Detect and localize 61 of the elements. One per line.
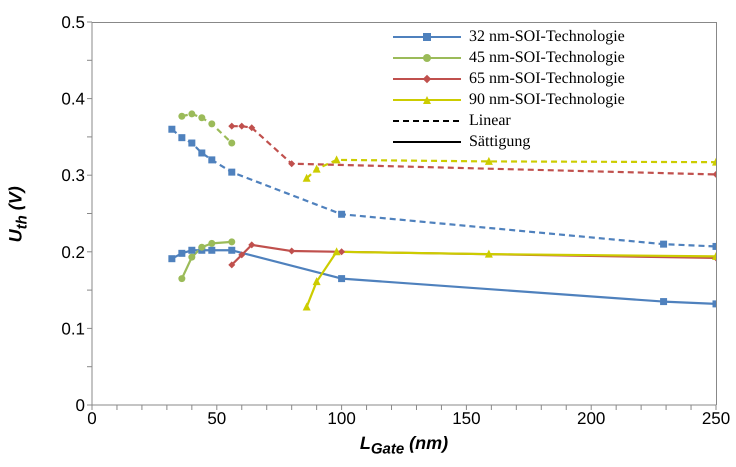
point (208, 156, 216, 164)
x-tick-label: 200 (577, 409, 606, 428)
point (228, 261, 236, 268)
point (302, 174, 311, 182)
y-tick-label: 0.5 (61, 13, 85, 32)
legend-label: 45 nm-SOI-Technologie (469, 48, 625, 68)
x-axis-title: L$_{Gate}$ (nm) (360, 433, 448, 458)
y-tick-label: 0 (76, 396, 85, 416)
point (228, 238, 236, 246)
point (484, 156, 493, 165)
point (338, 248, 346, 256)
point (178, 112, 186, 120)
x-tick-label: 100 (327, 409, 356, 428)
x-tick-label: 50 (207, 409, 226, 428)
y-tick-label: 0.4 (61, 90, 85, 109)
point (178, 250, 186, 257)
point (208, 240, 216, 247)
point (238, 122, 246, 130)
point (168, 255, 176, 262)
point (188, 246, 196, 254)
point (208, 120, 216, 128)
x-tick-label: 250 (702, 409, 730, 428)
point (188, 140, 196, 147)
legend-label: 90 nm-SOI-Technologie (469, 90, 625, 110)
point (660, 298, 668, 306)
point (660, 240, 668, 248)
point (332, 247, 341, 256)
annotation: Linear (469, 111, 511, 131)
point (168, 126, 176, 133)
y-tick-label: 0.1 (61, 319, 85, 338)
point (198, 244, 206, 251)
point (338, 275, 346, 282)
x-tick-label: 150 (452, 409, 481, 428)
point (248, 241, 256, 248)
point (302, 302, 311, 310)
annotation: Sättigung (469, 132, 530, 152)
y-tick-label: 0.3 (61, 166, 85, 186)
point (338, 210, 346, 218)
point (228, 140, 236, 147)
point (228, 246, 236, 254)
point (208, 246, 216, 254)
point (198, 149, 206, 156)
point (188, 110, 196, 118)
point (188, 254, 196, 261)
point (228, 122, 236, 130)
point (228, 168, 236, 176)
point (288, 248, 296, 255)
point (312, 164, 321, 173)
point (332, 155, 341, 164)
legend-label: 32 nm-SOI-Technologie (469, 27, 625, 47)
point (178, 134, 186, 142)
point (484, 250, 493, 258)
point (238, 251, 246, 258)
y-tick-label: 0.2 (61, 242, 85, 262)
x-tick-label: 0 (87, 409, 97, 428)
point (178, 275, 186, 282)
point (198, 114, 206, 122)
legend-label: 65 nm-SOI-Technologie (469, 69, 625, 89)
point (288, 160, 296, 168)
point (248, 124, 256, 132)
point (312, 277, 321, 286)
